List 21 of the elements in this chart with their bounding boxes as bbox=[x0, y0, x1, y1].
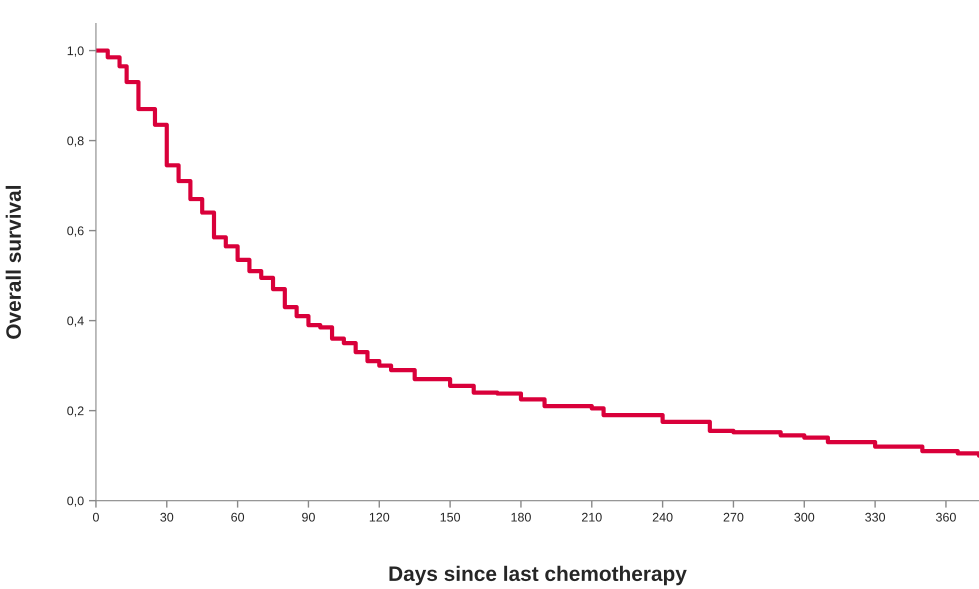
y-tick-label: 1,0 bbox=[68, 46, 84, 57]
x-axis-title: Days since last chemotherapy bbox=[390, 566, 687, 586]
x-tick-label: 60 bbox=[231, 512, 244, 522]
y-tick-label: 0,0 bbox=[67, 496, 84, 507]
x-tick-label: 300 bbox=[794, 512, 814, 522]
x-tick-label: 210 bbox=[582, 512, 602, 522]
x-tick-label: 150 bbox=[440, 512, 460, 522]
y-axis-title: Overall survival bbox=[6, 186, 21, 339]
x-tick-label: 0 bbox=[92, 512, 99, 522]
x-tick-label: 270 bbox=[724, 512, 744, 522]
x-tick-label: 240 bbox=[652, 512, 673, 522]
x-tick-label: 120 bbox=[370, 512, 390, 522]
y-tick-label: 0,4 bbox=[67, 316, 84, 327]
x-tick-label: 360 bbox=[936, 512, 956, 522]
x-tick-label: 30 bbox=[160, 512, 174, 522]
x-tick-label: 90 bbox=[302, 512, 315, 522]
x-tick-label: 330 bbox=[865, 512, 886, 522]
y-tick-label: 0,8 bbox=[67, 136, 84, 147]
y-tick-label: 0,6 bbox=[67, 226, 84, 237]
x-tick-label: 180 bbox=[511, 512, 531, 522]
y-tick-label: 0,2 bbox=[67, 406, 84, 417]
